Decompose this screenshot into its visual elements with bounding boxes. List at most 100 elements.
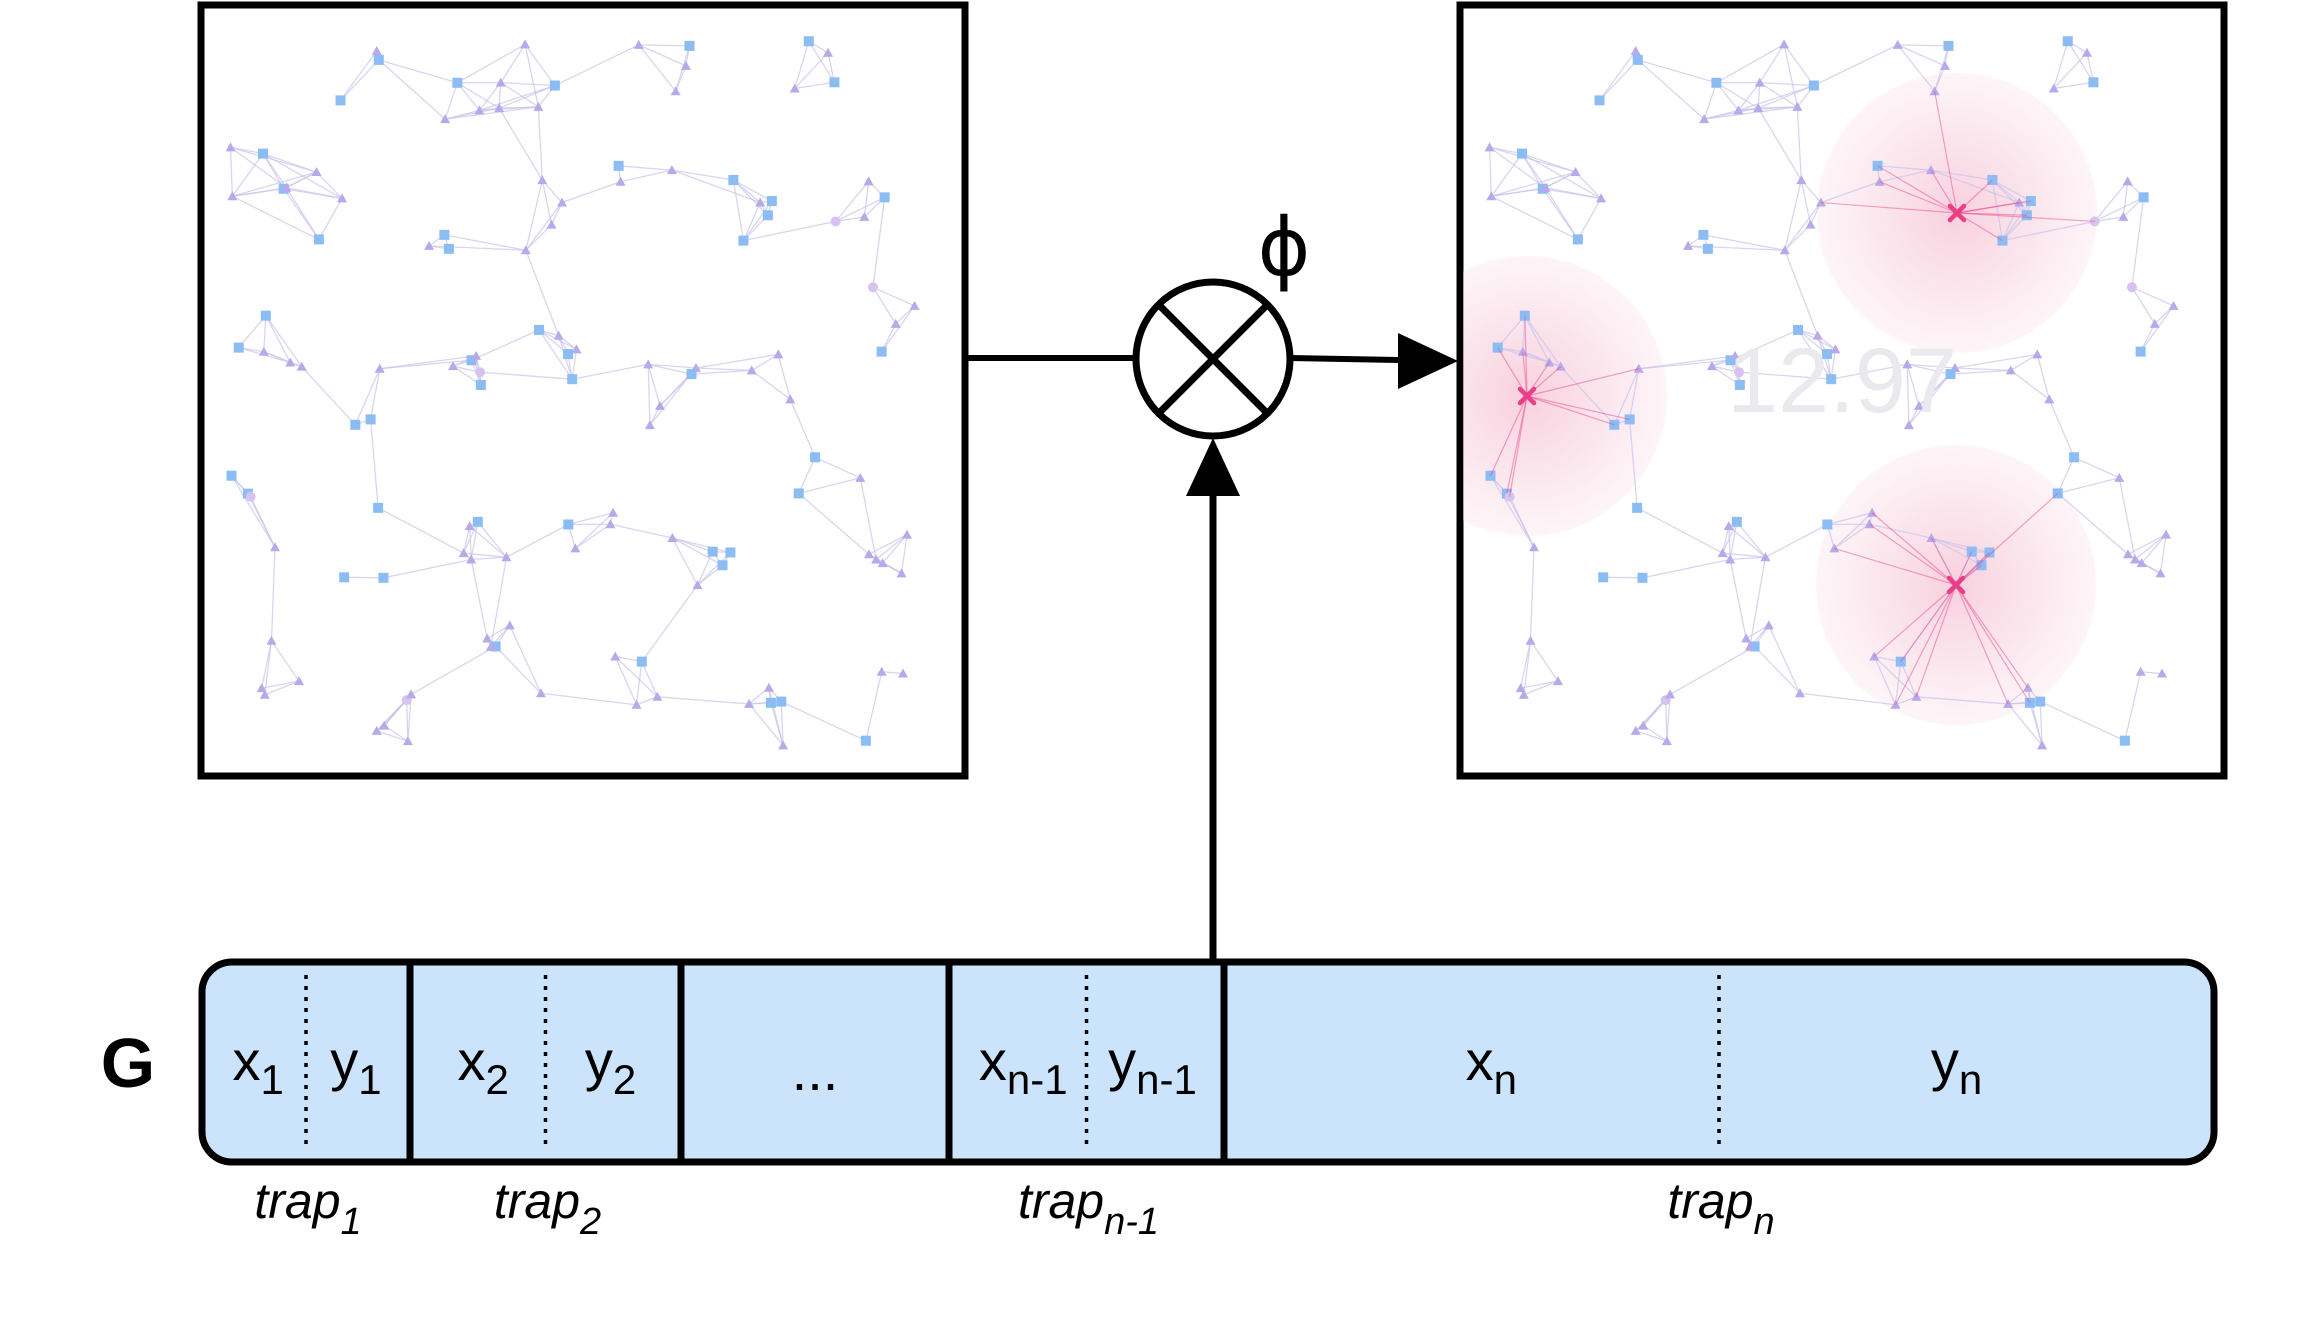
trap-spoke <box>1506 395 1528 494</box>
network-node-square <box>1632 502 1643 513</box>
network-edge <box>232 171 317 197</box>
network-node-triangle <box>2122 176 2133 186</box>
network-edge <box>1524 315 1550 363</box>
network-node-triangle <box>863 176 874 186</box>
network-node-square <box>260 310 271 321</box>
network-edge <box>1529 640 1559 682</box>
network-edge <box>659 373 692 407</box>
network-node-triangle <box>644 420 655 430</box>
network-node-circle <box>1734 367 1745 378</box>
network-edge <box>524 44 556 86</box>
network-edge <box>495 645 542 694</box>
network-edge <box>354 368 381 426</box>
x-coordinate-label: xn-1 <box>979 1029 1068 1103</box>
network-edge <box>1529 547 1535 641</box>
network-node-triangle <box>605 519 616 529</box>
network-edge <box>1907 363 1951 375</box>
network-edge <box>1490 153 1523 197</box>
network-edge <box>525 179 543 251</box>
network-edge <box>261 680 300 689</box>
network-edge <box>835 180 870 222</box>
trap-spoke <box>1526 395 1630 420</box>
network-node-triangle <box>501 552 512 562</box>
network-edge <box>1730 556 1766 561</box>
network-node-triangle <box>2136 558 2147 568</box>
network-edge <box>1704 106 1798 120</box>
network-edge <box>2010 369 2050 400</box>
network-edge <box>671 169 734 181</box>
network-edge <box>1759 44 1785 83</box>
network-node-square <box>1624 414 1635 425</box>
network-node-square <box>717 560 728 571</box>
network-edge <box>1907 363 1956 369</box>
network-edge <box>2053 81 2094 90</box>
network-node-square <box>1594 95 1605 106</box>
network-node-triangle <box>864 549 875 559</box>
network-edge <box>1628 419 1638 508</box>
network-edge <box>1784 224 1811 251</box>
network-node-triangle <box>406 689 417 699</box>
network-node-square <box>335 95 346 106</box>
network-edge <box>732 179 769 216</box>
network-node-triangle <box>225 142 236 152</box>
network-edge <box>1869 523 1932 539</box>
network-edge <box>264 680 300 696</box>
network-node-triangle <box>1555 361 1566 371</box>
network-node-triangle <box>471 350 482 360</box>
network-node-square <box>452 77 463 88</box>
network-node-triangle <box>2044 394 2055 404</box>
network-node-triangle <box>1779 39 1790 49</box>
fitness-score: 12.97 <box>1727 330 1957 432</box>
network-edge <box>230 475 276 548</box>
network-edge <box>881 305 916 353</box>
trap-spoke <box>1871 512 1957 586</box>
network-edge <box>1754 645 1801 694</box>
network-edge <box>1813 44 1899 87</box>
network-edge <box>1918 373 1951 407</box>
network-edge <box>1497 315 1526 349</box>
network-node-triangle <box>1815 197 1826 207</box>
network-edge <box>1916 696 2009 705</box>
network-node-square <box>1725 355 1736 366</box>
network-edge <box>1784 250 1819 336</box>
network-edge <box>537 106 543 181</box>
network-edge <box>1489 475 1535 548</box>
network-node-triangle <box>1914 400 1925 410</box>
network-edge <box>751 369 791 400</box>
network-node-square <box>1976 560 1987 571</box>
network-node-square <box>439 229 450 240</box>
network-edge <box>554 44 640 87</box>
network-node-triangle <box>1929 86 1940 96</box>
network-node-square <box>1519 310 1530 321</box>
network-edge <box>340 50 378 101</box>
network-edge <box>2067 40 2094 83</box>
network-node-square <box>1895 656 1906 667</box>
network-node-circle <box>2089 216 2100 227</box>
network-node-triangle <box>256 683 267 693</box>
network-edge <box>1991 179 2028 216</box>
network-edge <box>1738 84 1815 112</box>
network-node-triangle <box>1874 176 1885 186</box>
trap-influence-halo <box>1463 256 1667 536</box>
trap-spoke <box>1524 315 1528 397</box>
network-edge <box>641 661 658 698</box>
network-edge <box>270 640 300 682</box>
network-node-triangle <box>1661 736 1672 746</box>
network-node-triangle <box>466 554 477 564</box>
network-node-triangle <box>1717 548 1728 558</box>
network-node-triangle <box>652 691 663 701</box>
network-node-triangle <box>855 472 866 482</box>
network-panel-with-traps: 12.97 <box>1456 1 2228 780</box>
network-edge <box>1950 369 2011 375</box>
network-edge <box>230 146 317 173</box>
network-edge <box>1703 82 1717 120</box>
network-edge <box>264 640 273 695</box>
network-node-triangle <box>633 39 644 49</box>
network-node-triangle <box>763 682 774 692</box>
trap-spoke <box>1955 492 2059 586</box>
network-node-triangle <box>631 699 642 709</box>
output-arrow-shaft <box>1289 355 1401 363</box>
network-node-triangle <box>615 176 626 186</box>
network-edge <box>1599 59 1639 101</box>
